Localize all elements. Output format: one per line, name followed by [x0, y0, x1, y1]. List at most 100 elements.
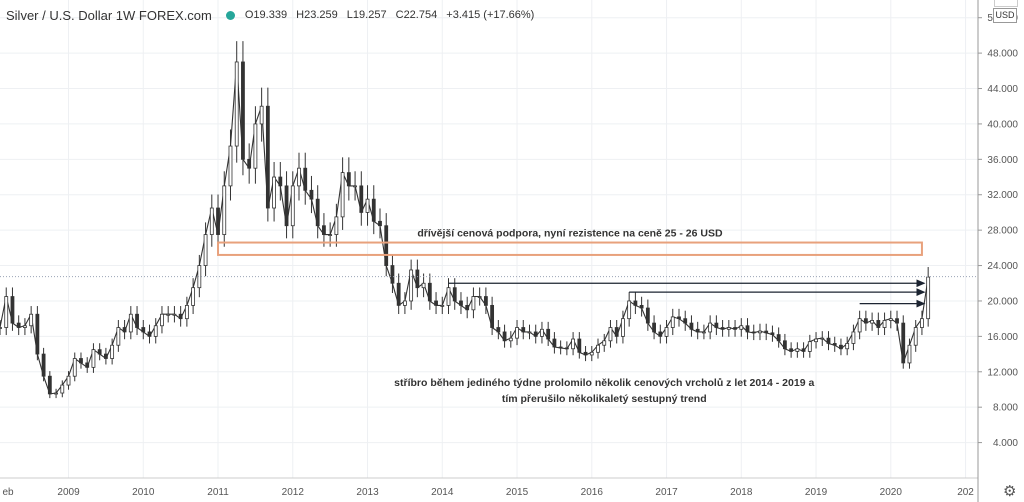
price-candle — [303, 167, 308, 191]
price-candle — [670, 316, 675, 328]
price-candle — [826, 337, 831, 344]
price-candle — [857, 318, 862, 333]
price-candle — [0, 327, 2, 329]
symbol-title[interactable]: Silver / U.S. Dollar 1W FOREX.com — [6, 7, 212, 23]
price-candle — [459, 300, 463, 306]
price-candle — [695, 328, 700, 333]
scale-top-button[interactable] — [994, 0, 1018, 7]
price-candle — [409, 269, 414, 302]
price-candle — [714, 322, 719, 328]
status-dot-icon[interactable] — [225, 10, 235, 20]
price-candle — [378, 220, 382, 227]
price-candle — [465, 304, 470, 311]
annotation-breakout-line-2: tím přerušilo několikaletý sestupný tren… — [502, 393, 707, 405]
x-tick-label: 2012 — [282, 487, 305, 498]
gear-icon[interactable]: ⚙ — [1003, 483, 1017, 500]
price-candle — [645, 307, 650, 324]
price-candle — [403, 300, 407, 306]
price-candle — [658, 331, 663, 337]
price-candle — [876, 320, 881, 328]
price-candle — [515, 327, 519, 339]
close-value: C22.754 — [395, 9, 438, 21]
price-candle — [614, 327, 619, 337]
price-candle — [502, 331, 507, 342]
price-candle — [814, 338, 818, 343]
price-candle — [427, 282, 432, 302]
price-candle — [359, 185, 364, 213]
price-candle — [807, 341, 812, 352]
y-tick-label: 28.000 — [987, 226, 1018, 237]
price-candle — [128, 313, 133, 333]
currency-label[interactable]: USD — [993, 8, 1017, 23]
y-tick-label: 36.000 — [987, 155, 1018, 166]
x-tick-label: 2013 — [356, 487, 379, 498]
y-tick-label: 8.000 — [993, 403, 1018, 414]
price-candle — [85, 362, 90, 368]
price-candle — [633, 300, 638, 306]
price-candle — [596, 344, 600, 353]
price-candle — [577, 338, 582, 353]
x-tick-label: eb — [2, 487, 14, 498]
x-tick-label: 2011 — [207, 487, 229, 498]
price-candle — [228, 145, 233, 187]
price-candle — [91, 349, 96, 368]
price-candle — [66, 375, 71, 386]
price-candle — [608, 327, 613, 342]
price-candle — [508, 337, 513, 342]
price-candle — [583, 351, 588, 356]
x-tick-label: 202 — [957, 487, 974, 498]
price-candle — [851, 331, 856, 344]
price-candle — [533, 331, 538, 337]
price-candle — [272, 176, 276, 209]
price-candle — [677, 316, 681, 320]
price-candle — [483, 296, 488, 306]
price-candle — [384, 225, 389, 266]
price-candle — [371, 198, 376, 222]
price-candle — [758, 330, 762, 334]
price-candle — [558, 346, 563, 349]
price-candle — [160, 313, 164, 327]
price-candle — [652, 322, 656, 333]
price-candle — [10, 296, 15, 324]
price-candle — [110, 344, 115, 359]
price-candle — [234, 61, 239, 147]
price-axis[interactable]: 4.000 8.000 12.000 16.000 20.000 24.000 28.000… — [978, 13, 1018, 449]
breakout-arrows — [448, 279, 926, 308]
price-candle — [571, 338, 575, 350]
price-candle — [16, 322, 21, 328]
x-tick-label: 2009 — [57, 487, 80, 498]
price-candle — [421, 282, 426, 289]
price-candle — [845, 343, 850, 350]
price-candle — [122, 327, 127, 333]
y-tick-label: 4.000 — [993, 438, 1018, 449]
price-candle — [639, 304, 644, 309]
price-candle — [770, 332, 775, 335]
price-candle — [353, 185, 357, 188]
y-tick-label: 20.000 — [987, 296, 1018, 307]
x-tick-label: 2018 — [730, 487, 753, 498]
price-candle — [253, 123, 258, 169]
x-tick-label: 2017 — [655, 487, 678, 498]
price-candle — [178, 313, 183, 320]
price-candle — [764, 330, 769, 334]
price-candle — [552, 338, 557, 348]
price-candle — [434, 300, 438, 306]
price-candle — [471, 296, 476, 311]
price-candle — [627, 300, 632, 320]
price-candle — [203, 234, 208, 266]
price-candle — [141, 327, 146, 333]
price-candle — [490, 304, 495, 328]
price-candle — [153, 325, 158, 337]
price-candle — [527, 331, 532, 334]
price-candle — [222, 185, 227, 235]
price-candle — [720, 327, 725, 330]
price-candle — [390, 265, 395, 284]
time-axis[interactable]: eb 2009 2010 2011 2012 2013 2014 2015 2016 2017 20… — [2, 487, 974, 498]
price-candle — [116, 327, 121, 346]
price-candle — [247, 158, 252, 169]
price-candle — [290, 185, 295, 227]
y-tick-label: 12.000 — [987, 367, 1018, 378]
price-candle — [197, 265, 202, 289]
price-candle — [446, 287, 451, 306]
